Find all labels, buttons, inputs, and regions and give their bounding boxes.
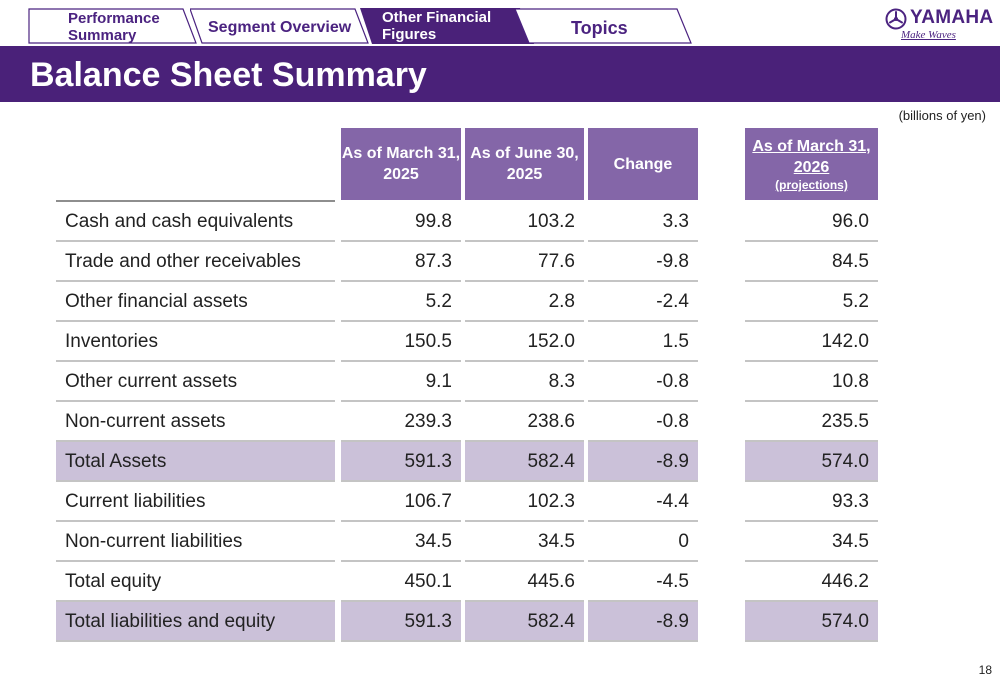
cell-change: -4.4 — [588, 482, 698, 522]
logo-wordmark: YAMAHA — [910, 7, 994, 28]
cell-change: 3.3 — [588, 202, 698, 242]
section-tabs: Performance Summary Segment Overview Oth… — [0, 0, 1000, 46]
table-row: Non-current assets 239.3 238.6 -0.8 235.… — [0, 402, 1000, 442]
cell-jun-2025: 34.5 — [465, 522, 584, 562]
col-header-jun-2025: As of June 30, 2025 — [465, 128, 584, 200]
cell-mar-2025: 150.5 — [341, 322, 461, 362]
cell-jun-2025: 152.0 — [465, 322, 584, 362]
cell-change: -8.9 — [588, 602, 698, 642]
row-label: Other current assets — [56, 362, 335, 402]
tab-shape — [190, 8, 369, 44]
cell-jun-2025: 8.3 — [465, 362, 584, 402]
table-row: Inventories 150.5 152.0 1.5 142.0 — [0, 322, 1000, 362]
tuning-fork-emblem-icon — [885, 8, 907, 30]
cell-mar-2026: 5.2 — [745, 282, 878, 322]
row-label: Non-current assets — [56, 402, 335, 442]
cell-jun-2025: 2.8 — [465, 282, 584, 322]
cell-mar-2025: 5.2 — [341, 282, 461, 322]
cell-mar-2025: 591.3 — [341, 442, 461, 482]
cell-mar-2025: 591.3 — [341, 602, 461, 642]
cell-mar-2025: 106.7 — [341, 482, 461, 522]
title-bar: Balance Sheet Summary — [0, 46, 1000, 102]
cell-jun-2025: 77.6 — [465, 242, 584, 282]
cell-jun-2025: 102.3 — [465, 482, 584, 522]
cell-mar-2026: 574.0 — [745, 602, 878, 642]
table-row: Cash and cash equivalents 99.8 103.2 3.3… — [0, 202, 1000, 242]
page-number: 18 — [978, 663, 992, 677]
cell-mar-2026: 574.0 — [745, 442, 878, 482]
tab-label: Segment Overview — [208, 19, 352, 36]
row-label: Non-current liabilities — [56, 522, 335, 562]
cell-mar-2026: 446.2 — [745, 562, 878, 602]
table-row: Current liabilities 106.7 102.3 -4.4 93.… — [0, 482, 1000, 522]
cell-change: -2.4 — [588, 282, 698, 322]
table-row: Total equity 450.1 445.6 -4.5 446.2 — [0, 562, 1000, 602]
row-label: Total equity — [56, 562, 335, 602]
logo-tagline: Make Waves — [901, 29, 956, 41]
cell-mar-2026: 96.0 — [745, 202, 878, 242]
col-header-projection-note: (projections) — [775, 178, 848, 192]
cell-mar-2025: 34.5 — [341, 522, 461, 562]
tab-shape — [515, 8, 692, 44]
tab-topics[interactable]: Topics — [515, 8, 695, 44]
yamaha-logo: YAMAHA Make Waves — [885, 6, 995, 44]
cell-jun-2025: 103.2 — [465, 202, 584, 242]
cell-mar-2026: 235.5 — [745, 402, 878, 442]
cell-change: -9.8 — [588, 242, 698, 282]
cell-change: -0.8 — [588, 362, 698, 402]
cell-mar-2026: 84.5 — [745, 242, 878, 282]
cell-change: -4.5 — [588, 562, 698, 602]
cell-change: 0 — [588, 522, 698, 562]
table-row: Other current assets 9.1 8.3 -0.8 10.8 — [0, 362, 1000, 402]
row-label: Other financial assets — [56, 282, 335, 322]
col-header-mar-2025: As of March 31, 2025 — [341, 128, 461, 200]
row-label: Current liabilities — [56, 482, 335, 522]
tab-segment-overview[interactable]: Segment Overview — [190, 8, 370, 44]
row-label: Cash and cash equivalents — [56, 202, 335, 242]
cell-mar-2025: 450.1 — [341, 562, 461, 602]
cell-mar-2026: 93.3 — [745, 482, 878, 522]
row-label: Total liabilities and equity — [56, 602, 335, 642]
tab-shape — [360, 8, 534, 44]
tab-label: Topics — [571, 18, 628, 38]
units-note: (billions of yen) — [898, 108, 986, 123]
row-label: Inventories — [56, 322, 335, 362]
cell-jun-2025: 445.6 — [465, 562, 584, 602]
tab-label: Other Financial Figures — [382, 9, 492, 43]
table-row-total-liabilities-equity: Total liabilities and equity 591.3 582.4… — [0, 602, 1000, 642]
cell-mar-2026: 10.8 — [745, 362, 878, 402]
cell-jun-2025: 238.6 — [465, 402, 584, 442]
tab-shape — [28, 8, 197, 44]
label-column-top-rule — [56, 200, 335, 202]
cell-change: -0.8 — [588, 402, 698, 442]
col-header-mar-2026-label: As of March 31, 2026 — [752, 138, 871, 176]
table-row: Trade and other receivables 87.3 77.6 -9… — [0, 242, 1000, 282]
cell-jun-2025: 582.4 — [465, 602, 584, 642]
cell-jun-2025: 582.4 — [465, 442, 584, 482]
tab-performance-summary[interactable]: Performance Summary — [28, 8, 198, 44]
table-row: Other financial assets 5.2 2.8 -2.4 5.2 — [0, 282, 1000, 322]
cell-mar-2025: 87.3 — [341, 242, 461, 282]
cell-mar-2026: 142.0 — [745, 322, 878, 362]
cell-mar-2025: 9.1 — [341, 362, 461, 402]
row-label: Total Assets — [56, 442, 335, 482]
table-row-total-assets: Total Assets 591.3 582.4 -8.9 574.0 — [0, 442, 1000, 482]
cell-mar-2025: 239.3 — [341, 402, 461, 442]
col-header-mar-2026-projection: As of March 31, 2026 (projections) — [745, 128, 878, 200]
col-header-change: Change — [588, 128, 698, 200]
cell-mar-2026: 34.5 — [745, 522, 878, 562]
row-label: Trade and other receivables — [56, 242, 335, 282]
cell-change: 1.5 — [588, 322, 698, 362]
tab-label: Performance Summary — [68, 10, 160, 44]
page-title: Balance Sheet Summary — [30, 56, 427, 94]
tab-other-financial-figures[interactable]: Other Financial Figures — [360, 8, 535, 44]
table-row: Non-current liabilities 34.5 34.5 0 34.5 — [0, 522, 1000, 562]
cell-mar-2025: 99.8 — [341, 202, 461, 242]
cell-change: -8.9 — [588, 442, 698, 482]
